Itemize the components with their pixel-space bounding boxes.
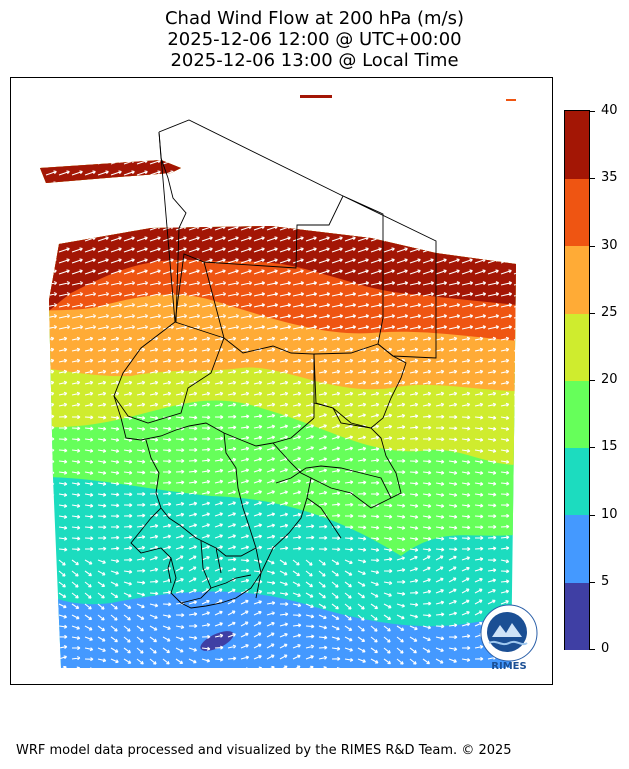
border-internal-west (167, 540, 222, 589)
colorbar-segment (565, 447, 589, 516)
colorbar-tick (590, 515, 595, 516)
colorbar-tick (590, 313, 595, 314)
colorbar-tick-label: 10 (601, 507, 618, 522)
colorbar-segment (565, 178, 589, 247)
border-nigeria-benin (223, 432, 262, 599)
title-line-3: 2025-12-06 13:00 @ Local Time (170, 50, 459, 71)
colorbar-tick (590, 111, 595, 112)
colorbar-tick (590, 246, 595, 247)
footer-credit: WRF model data processed and visualized … (16, 743, 512, 758)
map-panel (10, 77, 553, 685)
logo-text: RIMES (491, 661, 526, 671)
colorbar-tick-label: 15 (601, 439, 618, 454)
border-libya (158, 119, 437, 359)
band-5-10 (40, 558, 516, 668)
title-line-2: 2025-12-06 12:00 @ UTC+00:00 (167, 29, 462, 50)
border-car-south (306, 477, 392, 539)
colorbar-tick (590, 649, 595, 650)
border-coastline (180, 572, 262, 609)
colorbar-tick (590, 447, 595, 448)
colorbar-segment (565, 380, 589, 448)
map-title: Chad Wind Flow at 200 hPa (m/s) 2025-12-… (0, 8, 629, 71)
colorbar-segment (565, 514, 589, 583)
border-sahel-south (113, 395, 315, 447)
colorbar (564, 110, 590, 650)
border-algeria-niger (158, 131, 187, 323)
colorbar-tick-label: 0 (601, 641, 610, 656)
colorbar-tick (590, 380, 595, 381)
border-coastal-states (130, 507, 252, 604)
colorbar-tick-label: 25 (601, 305, 618, 320)
border-chad-car (275, 402, 402, 499)
logo-mountain-icon (492, 623, 522, 637)
colorbar-segment (565, 581, 589, 650)
patch-top-2 (506, 99, 516, 101)
colorbar-tick-label: 35 (601, 170, 618, 185)
colorbar-segment (565, 312, 589, 381)
border-mali-niger (113, 321, 225, 424)
wind-speed-field (40, 160, 516, 668)
band-0-5 (200, 631, 234, 651)
colorbar-tick (590, 582, 595, 583)
colorbar-tick-label: 30 (601, 238, 618, 253)
border-burkina-ghana (145, 439, 257, 557)
colorbar-segment (565, 245, 589, 314)
band-30-35 (40, 160, 516, 343)
colorbar-tick-label: 20 (601, 372, 618, 387)
colorbar-tick (590, 178, 595, 179)
colorbar-tick-label: 40 (601, 103, 618, 118)
logo-wave-icon (488, 640, 528, 646)
country-borders (113, 119, 437, 609)
patch-top-1 (300, 95, 332, 98)
colorbar-tick-label: 5 (601, 574, 610, 589)
colorbar-segment (565, 111, 589, 179)
rimes-logo: RIMES (478, 603, 540, 672)
wind-map (40, 95, 516, 668)
title-line-1: Chad Wind Flow at 200 hPa (m/s) (164, 8, 465, 29)
